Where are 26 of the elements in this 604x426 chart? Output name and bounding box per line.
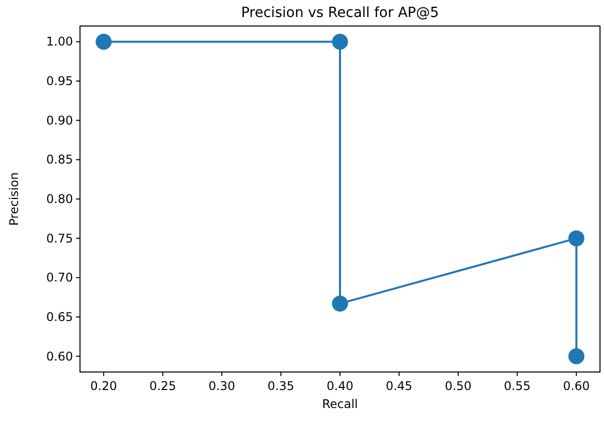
y-axis-title: Precision [7,172,21,226]
y-tick-label: 1.00 [46,34,73,49]
y-tick-label: 0.75 [46,231,73,246]
x-tick-label: 0.30 [208,379,236,393]
x-tick-label: 0.40 [326,379,354,393]
x-tick-label: 0.60 [563,379,590,393]
y-tick-label: 0.90 [46,113,73,128]
point [332,34,348,50]
x-tick-label: 0.20 [90,379,117,393]
x-tick-label: 0.35 [268,379,294,393]
x-tick-label: 0.25 [149,379,176,393]
point [96,34,112,50]
point [332,296,348,312]
chart-title: Precision vs Recall for AP@5 [241,5,439,21]
y-tick-label: 0.60 [46,349,73,364]
x-tick-label: 0.55 [504,379,531,393]
x-tick-label: 0.45 [386,379,412,393]
y-tick-label: 0.80 [46,192,73,206]
x-tick-label: 0.50 [444,379,472,393]
y-tick-label: 0.85 [46,152,73,167]
y-tick-label: 0.70 [46,270,73,285]
point [568,348,584,364]
x-axis-title: Recall [322,397,358,411]
y-tick-label: 0.95 [46,74,73,88]
point [568,230,584,246]
y-tick-label: 0.65 [46,310,73,324]
